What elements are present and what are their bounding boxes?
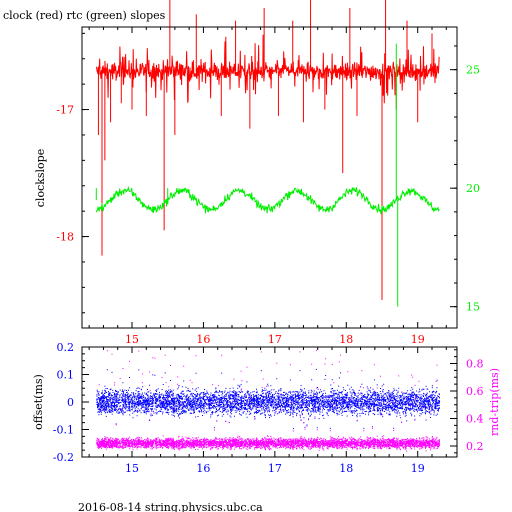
offset-scatter-points <box>96 368 441 430</box>
figure-title: clock (red) rtc (green) slopes <box>3 9 166 22</box>
offset-ylabel: offset(ms) <box>32 374 45 430</box>
clockslope-y2tick-label: 25 <box>466 64 480 77</box>
offset-xtick-label: 16 <box>196 462 210 475</box>
clockslope-xtick-label: 17 <box>268 333 282 346</box>
offset-xtick-label: 19 <box>411 462 425 475</box>
offset-ytick-label: 0.2 <box>57 341 75 354</box>
clockslope-y2tick-label: 20 <box>466 182 480 195</box>
offset-ytick-label: -0.1 <box>53 424 74 437</box>
clockslope-series-layer <box>95 0 440 307</box>
rnd-trip-ylabel: rnd-trip(ms) <box>488 368 501 436</box>
offset-y2tick-label: 0.6 <box>466 385 484 398</box>
offset-ytick-label: 0.1 <box>57 369 75 382</box>
offset-xtick-label: 17 <box>268 462 282 475</box>
offset-xtick-label: 15 <box>125 462 139 475</box>
offset-y2tick-label: 0.4 <box>466 413 484 426</box>
clockslope-ylabel: clockslope <box>34 149 47 207</box>
clockslope-xtick-label: 15 <box>125 333 139 346</box>
clockslope-ytick-label: -17 <box>56 104 74 117</box>
clockslope-xtick-label: 18 <box>339 333 353 346</box>
rnd-trip-scatter-points <box>96 349 441 452</box>
clockslope-xtick-label: 16 <box>196 333 210 346</box>
offset-y2tick-label: 0.8 <box>466 358 484 371</box>
offset-ytick-label: -0.2 <box>53 451 74 464</box>
rtc-slope-series-line <box>95 185 440 215</box>
offset-panel: 15 16 17 18 19 0.2 0.1 0 -0.1 -0.2 0.2 0.4 0.6 0.8 of… <box>32 341 501 475</box>
offset-xtick-label: 18 <box>339 462 353 475</box>
offset-ytick-label: 0 <box>67 396 74 409</box>
offset-y2tick-label: 0.2 <box>466 440 484 453</box>
clockslope-xtick-label: 19 <box>411 333 425 346</box>
clockslope-ytick-label: -18 <box>56 231 74 244</box>
clockslope-frame <box>81 26 458 329</box>
offset-axes: 15 16 17 18 19 0.2 0.1 0 -0.1 -0.2 0.2 0.4 0.6 0.8 <box>53 341 484 475</box>
clockslope-y2tick-label: 15 <box>466 301 480 314</box>
offset-series-layer <box>96 349 441 452</box>
footer-caption: 2016-08-14 string.physics.ubc.ca <box>78 501 263 512</box>
